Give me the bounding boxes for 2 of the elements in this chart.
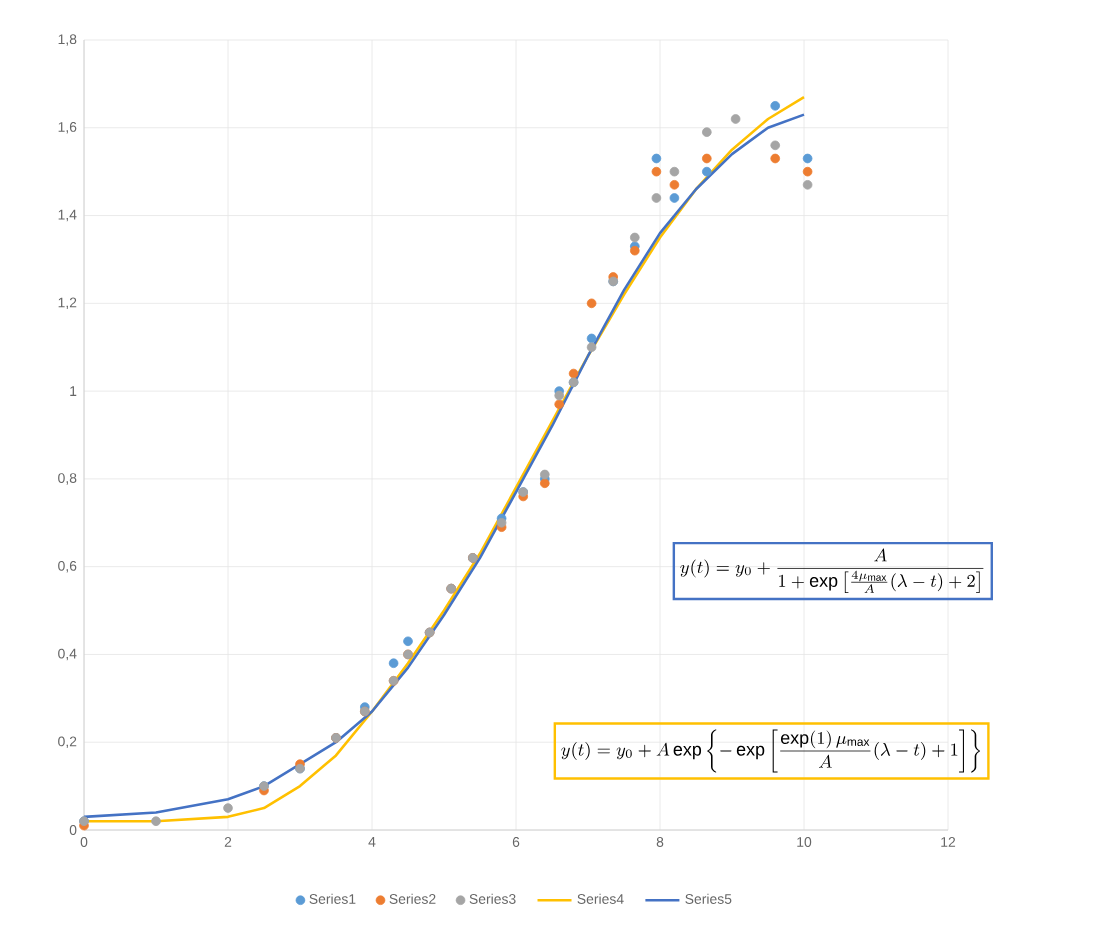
annotation: $y(t) = y_0 + A\exp\left\{-\exp\left[\frac{\exp(1)\,\mu_{\max}}{A}(\lambda - t)+1\right]\right\}$ [561,729,980,773]
annotation: $y(t) = y_0 + \frac{A}{1+\exp\left[\frac{4\mu_{\max}}{A}(\lambda - t)+2\right]}$ [680,548,984,594]
